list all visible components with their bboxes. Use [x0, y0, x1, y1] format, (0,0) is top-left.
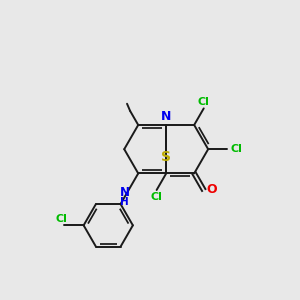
Text: S: S: [161, 150, 171, 164]
Text: Cl: Cl: [198, 97, 210, 107]
Text: O: O: [207, 184, 217, 196]
Text: N: N: [161, 110, 171, 123]
Text: H: H: [120, 197, 129, 208]
Text: Cl: Cl: [151, 192, 163, 203]
Text: Cl: Cl: [231, 144, 243, 154]
Text: N: N: [119, 186, 129, 199]
Text: Cl: Cl: [56, 214, 68, 224]
